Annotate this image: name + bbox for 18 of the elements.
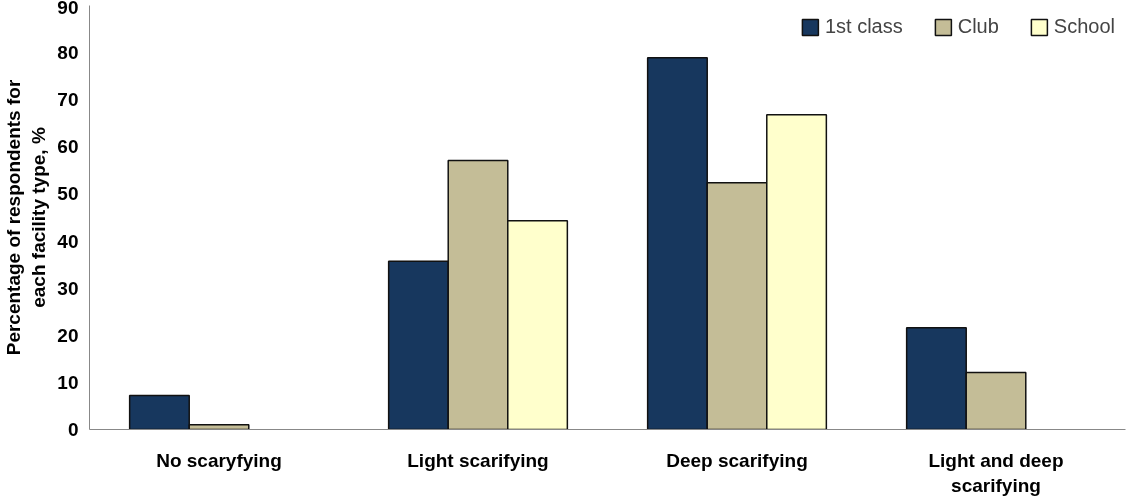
y-tick-label: 50 — [57, 183, 79, 205]
x-tick-label: Light scarifying — [407, 449, 549, 471]
y-tick-label: 30 — [57, 277, 79, 299]
y-tick-label: 80 — [57, 42, 79, 64]
y-tick-label: 40 — [57, 230, 79, 252]
y-axis-title: Percentage of respondents for each facility type, % — [3, 79, 50, 356]
x-tick-label: Light and deep scarifying — [928, 449, 1064, 496]
legend-label: School — [1053, 15, 1115, 38]
y-tick-label: 90 — [57, 0, 79, 18]
x-tick-label: No scaryfying — [156, 449, 282, 471]
legend-label: Club — [957, 15, 999, 38]
y-tick-label: 20 — [57, 324, 79, 346]
y-tick-label: 0 — [67, 419, 79, 440]
x-tick-label: Deep scarifying — [666, 449, 808, 471]
legend-label: 1st class — [824, 15, 903, 38]
y-tick-label: 60 — [57, 136, 79, 158]
y-tick-label: 70 — [57, 89, 79, 111]
y-tick-label: 10 — [57, 371, 79, 393]
